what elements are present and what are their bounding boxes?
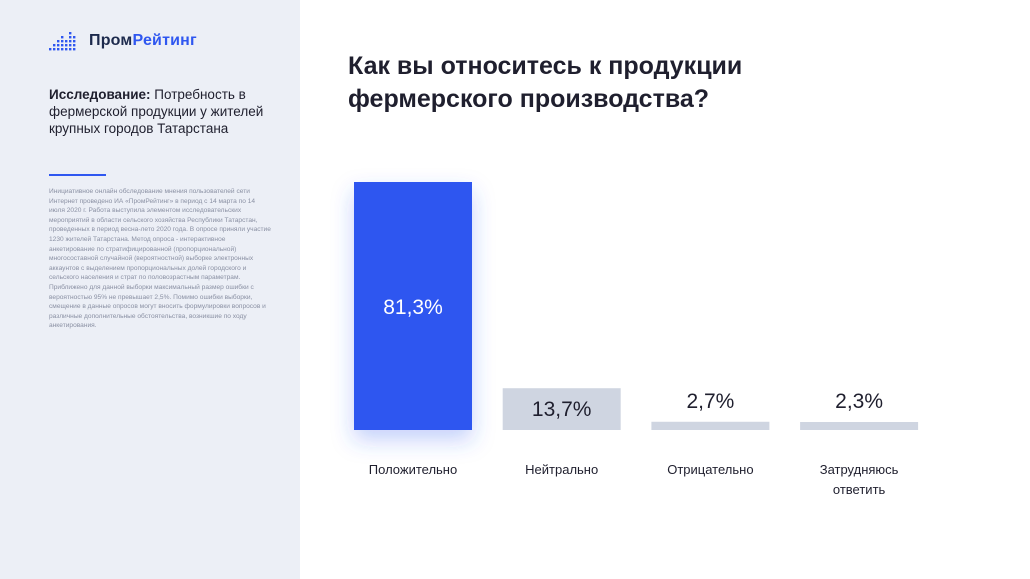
brand-name-part2: Рейтинг bbox=[132, 32, 197, 49]
value-label-4: 2,3% bbox=[835, 390, 883, 413]
category-label-2: Нейтрально bbox=[525, 462, 598, 477]
value-label-1: 81,3% bbox=[383, 296, 443, 319]
bar-3 bbox=[651, 421, 770, 430]
bar-1 bbox=[354, 182, 472, 430]
study-text: Потребность в фермерской продукции у жит… bbox=[49, 87, 264, 136]
brand-logo[interactable]: ПромРейтинг bbox=[49, 30, 197, 52]
category-label-4-line-2: ответить bbox=[833, 482, 886, 497]
brand-name: ПромРейтинг bbox=[89, 32, 197, 50]
sidebar: ПромРейтинг Исследование: Потребность в … bbox=[0, 0, 300, 579]
brand-name-part1: Пром bbox=[89, 32, 133, 49]
category-label-1: Положительно bbox=[369, 462, 457, 477]
study-heading: Исследование: Потребность в фермерской п… bbox=[49, 86, 264, 137]
value-label-2: 13,7% bbox=[532, 398, 592, 421]
value-label-3: 2,7% bbox=[686, 390, 734, 413]
bar-2 bbox=[502, 388, 621, 430]
bar-chart-logo-icon bbox=[49, 32, 76, 51]
study-label: Исследование: bbox=[49, 87, 151, 102]
methodology-notes: Инициативное онлайн обследование мнения … bbox=[49, 188, 271, 330]
bar-4 bbox=[800, 422, 919, 430]
category-label-4-line-1: Затрудняюсь bbox=[820, 462, 899, 477]
chart-title: Как вы относитесь к продукции фермерског… bbox=[348, 52, 743, 113]
divider bbox=[49, 174, 106, 176]
category-label-3: Отрицательно bbox=[667, 462, 753, 477]
